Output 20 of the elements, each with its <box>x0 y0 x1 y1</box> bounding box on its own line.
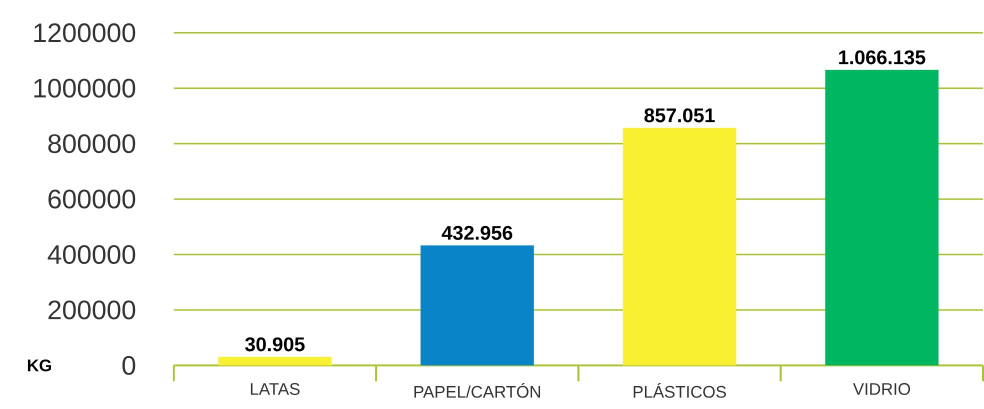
y-tick-label: 0 <box>122 356 136 375</box>
x-tick-label: VIDRIO <box>852 383 910 395</box>
bar <box>825 70 939 366</box>
bar <box>622 128 736 366</box>
x-tick-label: LATAS <box>250 383 300 395</box>
y-tick-label: 200000 <box>48 300 136 320</box>
y-tick-label: 600000 <box>48 190 136 208</box>
data-label: 432.956 <box>442 226 512 240</box>
bar <box>218 356 332 366</box>
y-tick-label: 800000 <box>48 134 136 154</box>
y-tick-label: 400000 <box>48 245 136 264</box>
x-tick-label: PLÁSTICOS <box>634 383 726 398</box>
data-label: 857.051 <box>644 108 715 122</box>
data-label: 30.905 <box>245 337 305 352</box>
y-axis-title: KG <box>28 359 51 372</box>
x-tick-label: PAPEL/CARTÓN <box>414 383 540 398</box>
y-tick-label: 1200000 <box>34 23 136 42</box>
data-label: 1.066.135 <box>839 50 926 64</box>
y-tick-label: 1000000 <box>34 78 136 98</box>
bar <box>420 245 534 366</box>
